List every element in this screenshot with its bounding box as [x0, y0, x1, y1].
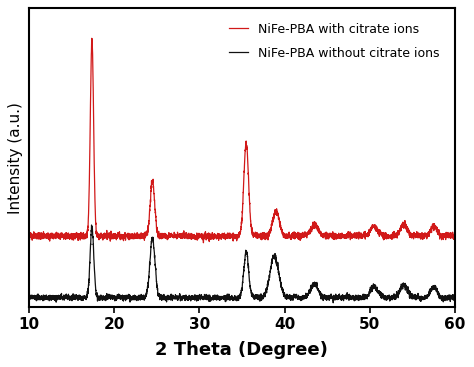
NiFe-PBA with citrate ions [201, 240, 206, 245]
NiFe-PBA without citrate ions [89, 223, 94, 227]
NiFe-PBA without citrate ions [26, 296, 32, 301]
Line: NiFe-PBA with citrate ions: NiFe-PBA with citrate ions [29, 38, 455, 243]
Y-axis label: Intensity (a.u.): Intensity (a.u.) [9, 102, 23, 214]
NiFe-PBA with citrate ions [228, 234, 234, 239]
Line: NiFe-PBA without citrate ions: NiFe-PBA without citrate ions [29, 225, 455, 303]
NiFe-PBA without citrate ions [452, 293, 458, 298]
NiFe-PBA with citrate ions [26, 236, 32, 240]
NiFe-PBA without citrate ions [439, 294, 445, 299]
NiFe-PBA with citrate ions [336, 233, 341, 237]
NiFe-PBA without citrate ions [228, 296, 234, 301]
Legend: NiFe-PBA with citrate ions, NiFe-PBA without citrate ions: NiFe-PBA with citrate ions, NiFe-PBA wit… [224, 18, 445, 65]
X-axis label: 2 Theta (Degree): 2 Theta (Degree) [155, 341, 328, 359]
NiFe-PBA without citrate ions [330, 301, 336, 305]
NiFe-PBA with citrate ions [439, 233, 445, 237]
NiFe-PBA with citrate ions [452, 233, 458, 238]
NiFe-PBA without citrate ions [336, 295, 341, 299]
NiFe-PBA with citrate ions [89, 36, 95, 40]
NiFe-PBA with citrate ions [205, 236, 211, 240]
NiFe-PBA without citrate ions [418, 297, 424, 301]
NiFe-PBA without citrate ions [205, 295, 211, 299]
NiFe-PBA with citrate ions [418, 237, 424, 241]
NiFe-PBA with citrate ions [209, 235, 214, 239]
NiFe-PBA without citrate ions [209, 297, 214, 301]
